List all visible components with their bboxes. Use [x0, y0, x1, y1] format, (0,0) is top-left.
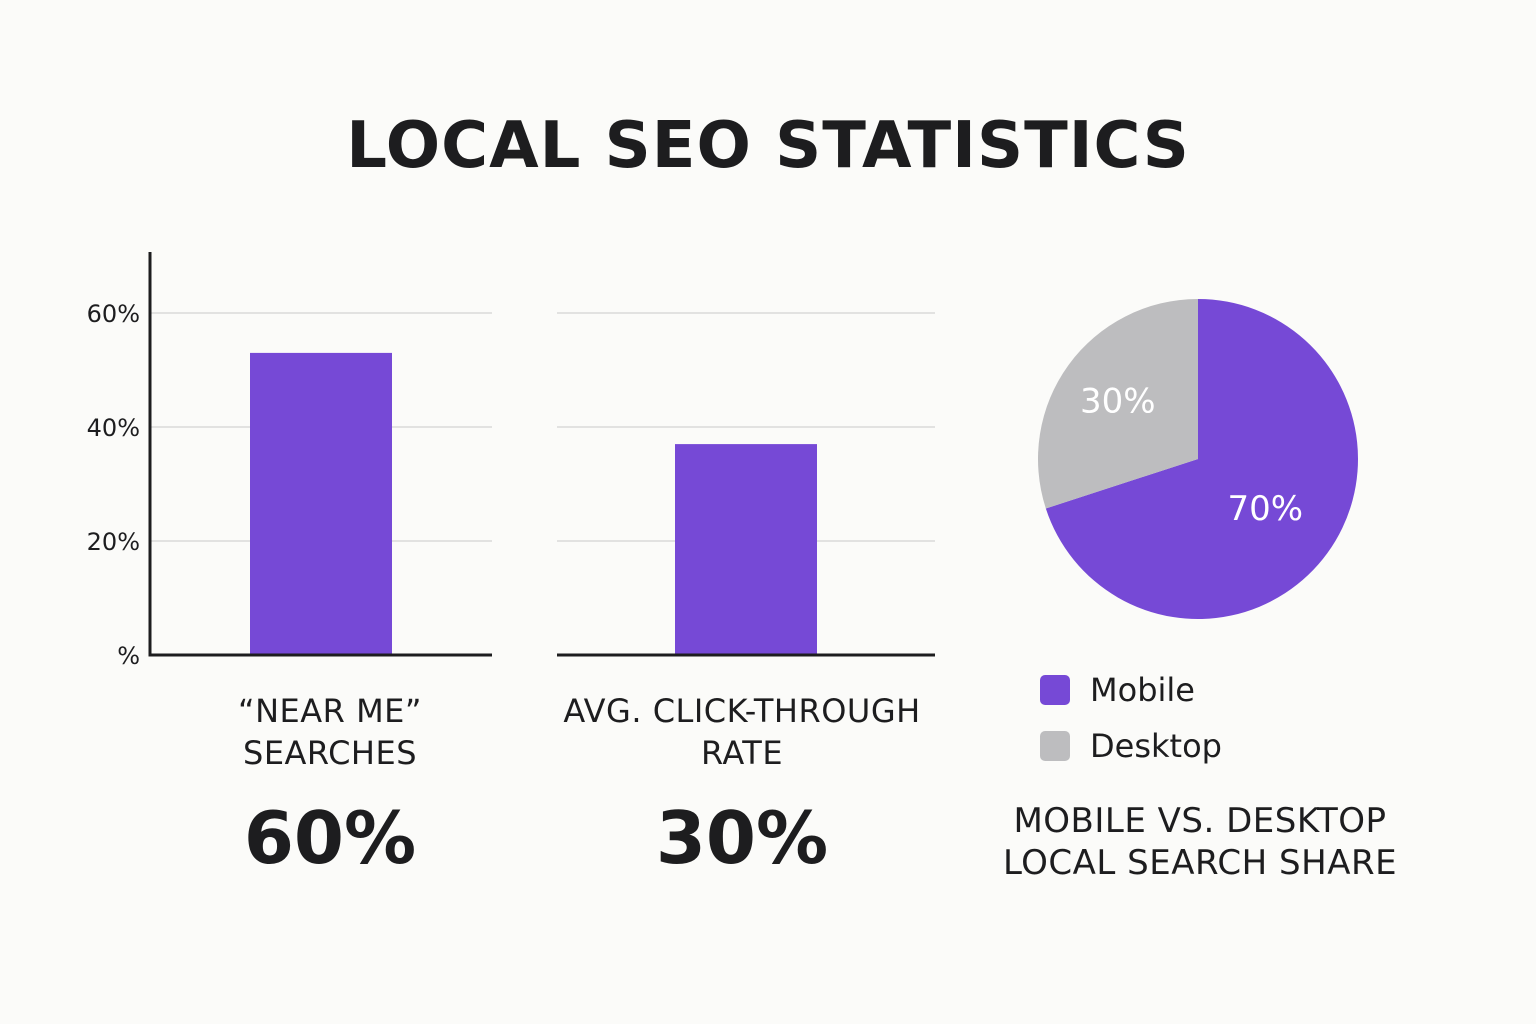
near-me-caption: “NEAR ME” SEARCHES: [238, 692, 422, 772]
mobile-swatch: [1040, 675, 1070, 705]
near-me-value: 60%: [243, 796, 417, 880]
pie-label-mobile: 70%: [1228, 489, 1304, 529]
legend-label-desktop: Desktop: [1090, 727, 1222, 765]
desktop-swatch: [1040, 731, 1070, 761]
legend-item-mobile: Mobile: [1040, 670, 1222, 710]
near-me-bar-chart: % 20% 40% 60%: [87, 252, 492, 670]
legend-label-mobile: Mobile: [1090, 671, 1195, 709]
near-me-ytick-label: %: [117, 642, 140, 670]
ctr-bar: [675, 444, 817, 655]
ctr-bar-chart: [557, 312, 935, 657]
near-me-ytick-label: 40%: [87, 414, 140, 442]
pie-label-desktop: 30%: [1080, 382, 1156, 422]
pie-legend: Mobile Desktop: [1040, 670, 1222, 782]
near-me-bar: [250, 352, 392, 655]
page-title: LOCAL SEO STATISTICS: [346, 109, 1190, 183]
near-me-ytick-label: 20%: [87, 528, 140, 556]
pie-slice-desktop: [1038, 299, 1198, 509]
ctr-caption: AVG. CLICK-THROUGH RATE: [563, 692, 921, 772]
legend-item-desktop: Desktop: [1040, 726, 1222, 766]
device-share-pie-chart: 70% 30%: [1038, 299, 1358, 619]
pie-slice-mobile: [1045, 299, 1358, 619]
near-me-ytick-label: 60%: [87, 300, 140, 328]
pie-caption: MOBILE VS. DESKTOP LOCAL SEARCH SHARE: [1002, 801, 1398, 883]
ctr-value: 30%: [655, 796, 829, 880]
